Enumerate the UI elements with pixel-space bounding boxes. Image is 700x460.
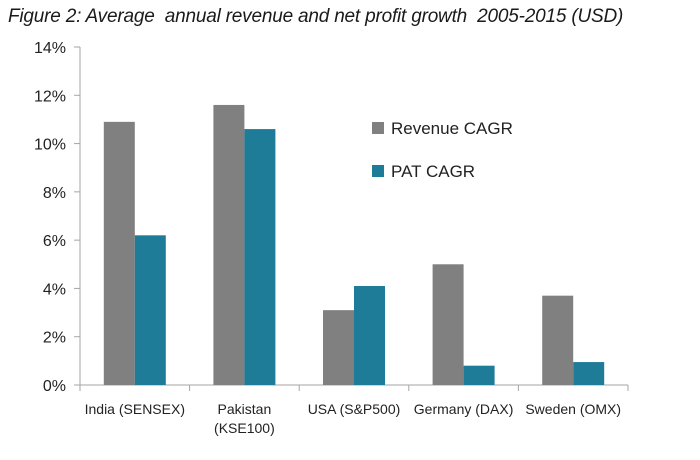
x-category-label: USA (S&P500)	[308, 401, 401, 417]
bar-pat-cagr-2	[354, 286, 385, 385]
bar-revenue-cagr-1	[213, 104, 245, 385]
bar-revenue-cagr-0	[103, 121, 135, 385]
bar-pat-cagr-1	[244, 129, 276, 385]
chart-title: Figure 2: Average annual revenue and net…	[8, 6, 624, 27]
x-category-label: Pakistan	[218, 401, 272, 417]
bar-pat-cagr-0	[134, 235, 166, 385]
category-labels: India (SENSEX) Pakistan (KSE100) USA (S&P50…	[85, 401, 621, 436]
y-tick-label: 4%	[43, 281, 66, 298]
legend-label: PAT CAGR	[391, 162, 475, 181]
legend: Revenue CAGR PAT CAGR	[372, 119, 513, 181]
y-tick-label: 10%	[34, 137, 66, 154]
x-category-label: India (SENSEX)	[85, 401, 185, 417]
legend-label: Revenue CAGR	[391, 119, 513, 138]
y-tick-label: 2%	[43, 330, 66, 347]
x-category-label: (KSE100)	[214, 420, 275, 436]
x-category-label: Germany (DAX)	[414, 401, 514, 417]
legend-swatch	[372, 165, 384, 177]
y-tick-label: 12%	[34, 88, 66, 105]
y-tick-label: 6%	[43, 233, 66, 250]
bars	[103, 104, 605, 385]
y-tick-label: 14%	[34, 40, 66, 57]
bar-pat-cagr-4	[573, 362, 605, 385]
y-tick-label: 8%	[43, 185, 66, 202]
bar-pat-cagr-3	[463, 365, 495, 385]
bar-revenue-cagr-4	[542, 295, 574, 385]
bar-revenue-cagr-2	[323, 310, 354, 385]
x-axis-ticks	[79, 385, 629, 391]
bar-revenue-cagr-3	[432, 264, 464, 385]
y-axis-ticks: 0% 2% 4% 6% 8% 10% 12% 14%	[34, 40, 80, 395]
x-category-label: Sweden (OMX)	[525, 401, 621, 417]
legend-swatch	[372, 122, 384, 134]
y-tick-label: 0%	[43, 378, 66, 395]
